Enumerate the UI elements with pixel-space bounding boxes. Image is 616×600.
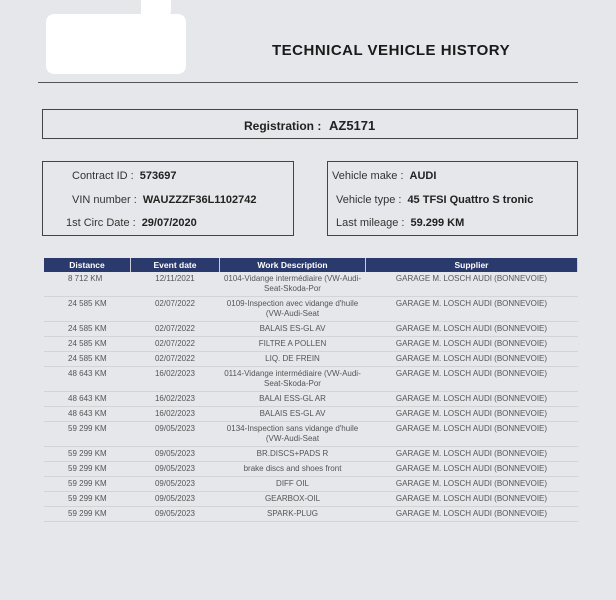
header-supplier: Supplier [365,258,578,272]
cell-event-date: 16/02/2023 [130,406,220,422]
table-row: 48 643 KM 16/02/2023 BALAI ESS-GL AR GARAGE… [44,391,578,407]
cell-work-description: DIFF OIL [219,476,366,492]
table-row: 24 585 KM 02/07/2022 0109-Inspection avec … [44,296,578,322]
cell-distance: 24 585 KM [44,336,131,352]
cell-work-description: LIQ. DE FREIN [219,351,366,367]
make: AUDI [409,170,437,182]
cell-supplier: GARAGE M. LOSCH AUDI (BONNEVOIE) [365,421,578,447]
cell-supplier: GARAGE M. LOSCH AUDI (BONNEVOIE) [365,446,578,462]
type-label: Vehicle type : [336,194,402,206]
cell-event-date: 09/05/2023 [130,461,220,477]
cell-event-date: 02/07/2022 [130,296,220,322]
cell-work-description: BALAI ESS-GL AR [219,391,366,407]
vin: WAUZZZF36L1102742 [142,194,257,206]
circ-date-label: 1st Circ Date : [66,217,136,229]
cell-distance: 48 643 KM [44,406,131,422]
table-row: 59 299 KM 09/05/2023 BR.DISCS+PADS R GARAGE… [44,446,578,462]
table-row: 59 299 KM 09/05/2023 SPARK-PLUG GARAGE M. L… [44,506,578,522]
contract-id: 573697 [139,170,177,182]
cell-distance: 59 299 KM [44,506,131,522]
cell-work-description: brake discs and shoes front [219,461,366,477]
table-row: 59 299 KM 09/05/2023 GEARBOX-OIL GARAGE M. … [44,491,578,507]
vehicle-box: Vehicle make : AUDI Vehicle type : 45 TFSI… [327,161,578,236]
cell-supplier: GARAGE M. LOSCH AUDI (BONNEVOIE) [365,336,578,352]
cell-work-description: BR.DISCS+PADS R [219,446,366,462]
cell-distance: 24 585 KM [44,351,131,367]
table-row: 24 585 KM 02/07/2022 FILTRE A POLLEN GARAGE… [44,336,578,352]
redacted-area [46,0,186,74]
document-title: TECHNICAL VEHICLE HISTORY [272,42,511,59]
cell-distance: 59 299 KM [44,491,131,507]
cell-event-date: 16/02/2023 [130,366,220,392]
registration-label: Registration : [244,119,322,133]
cell-distance: 59 299 KM [44,476,131,492]
cell-distance: 59 299 KM [44,461,131,477]
cell-distance: 24 585 KM [44,321,131,337]
cell-supplier: GARAGE M. LOSCH AUDI (BONNEVOIE) [365,506,578,522]
cell-event-date: 02/07/2022 [130,321,220,337]
cell-supplier: GARAGE M. LOSCH AUDI (BONNEVOIE) [365,351,578,367]
table-row: 48 643 KM 16/02/2023 0114-Vidange interméd… [44,366,578,392]
cell-event-date: 12/11/2021 [130,272,220,297]
cell-supplier: GARAGE M. LOSCH AUDI (BONNEVOIE) [365,476,578,492]
table-row: 59 299 KM 09/05/2023 DIFF OIL GARAGE M. LOS… [44,476,578,492]
cell-distance: 59 299 KM [44,446,131,462]
cell-distance: 48 643 KM [44,391,131,407]
cell-distance: 59 299 KM [44,421,131,447]
contract-box: Contract ID : 573697 VIN number : WAUZZZF3… [42,161,294,236]
cell-event-date: 09/05/2023 [130,421,220,447]
table-row: 59 299 KM 09/05/2023 brake discs and shoes… [44,461,578,477]
table-row: 59 299 KM 09/05/2023 0134-Inspection sans … [44,421,578,447]
cell-work-description: 0109-Inspection avec vidange d'huile (VW… [219,296,366,322]
cell-event-date: 09/05/2023 [130,476,220,492]
cell-work-description: 0114-Vidange intermédiaire (VW-Audi-Seat… [219,366,366,392]
cell-distance: 24 585 KM [44,296,131,322]
cell-supplier: GARAGE M. LOSCH AUDI (BONNEVOIE) [365,296,578,322]
cell-event-date: 02/07/2022 [130,336,220,352]
header-event-date: Event date [130,258,220,272]
cell-work-description: GEARBOX-OIL [219,491,366,507]
cell-work-description: BALAIS ES-GL AV [219,406,366,422]
cell-event-date: 09/05/2023 [130,506,220,522]
header-work-description: Work Description [219,258,366,272]
cell-supplier: GARAGE M. LOSCH AUDI (BONNEVOIE) [365,391,578,407]
cell-work-description: FILTRE A POLLEN [219,336,366,352]
cell-work-description: 0104-Vidange intermédiaire (VW-Audi-Seat… [219,272,366,297]
cell-supplier: GARAGE M. LOSCH AUDI (BONNEVOIE) [365,491,578,507]
registration-box: Registration : AZ5171 [42,109,578,139]
cell-distance: 8 712 KM [44,272,131,297]
make-label: Vehicle make : [332,170,404,182]
vin-label: VIN number : [72,194,137,206]
cell-work-description: 0134-Inspection sans vidange d'huile (VW… [219,421,366,447]
divider [38,82,578,83]
cell-supplier: GARAGE M. LOSCH AUDI (BONNEVOIE) [365,461,578,477]
mileage: 59.299 KM [410,217,465,229]
cell-supplier: GARAGE M. LOSCH AUDI (BONNEVOIE) [365,366,578,392]
type: 45 TFSI Quattro S tronic [407,194,534,206]
cell-work-description: BALAIS ES-GL AV [219,321,366,337]
cell-work-description: SPARK-PLUG [219,506,366,522]
header-distance: Distance [44,258,131,272]
table-row: 24 585 KM 02/07/2022 BALAIS ES-GL AV GARAGE… [44,321,578,337]
cell-event-date: 09/05/2023 [130,446,220,462]
cell-event-date: 09/05/2023 [130,491,220,507]
cell-distance: 48 643 KM [44,366,131,392]
table-row: 8 712 KM 12/11/2021 0104-Vidange intermédi… [44,272,578,297]
cell-supplier: GARAGE M. LOSCH AUDI (BONNEVOIE) [365,321,578,337]
cell-supplier: GARAGE M. LOSCH AUDI (BONNEVOIE) [365,272,578,297]
cell-event-date: 16/02/2023 [130,391,220,407]
cell-event-date: 02/07/2022 [130,351,220,367]
registration-value: AZ5171 [329,118,376,133]
contract-id-label: Contract ID : [72,170,134,182]
table-row: 24 585 KM 02/07/2022 LIQ. DE FREIN GARAGE M… [44,351,578,367]
mileage-label: Last mileage : [336,217,405,229]
circ-date: 29/07/2020 [141,217,197,229]
table-row: 48 643 KM 16/02/2023 BALAIS ES-GL AV GARAGE… [44,406,578,422]
history-table: Distance Event date Work Description Sup… [44,258,578,522]
cell-supplier: GARAGE M. LOSCH AUDI (BONNEVOIE) [365,406,578,422]
